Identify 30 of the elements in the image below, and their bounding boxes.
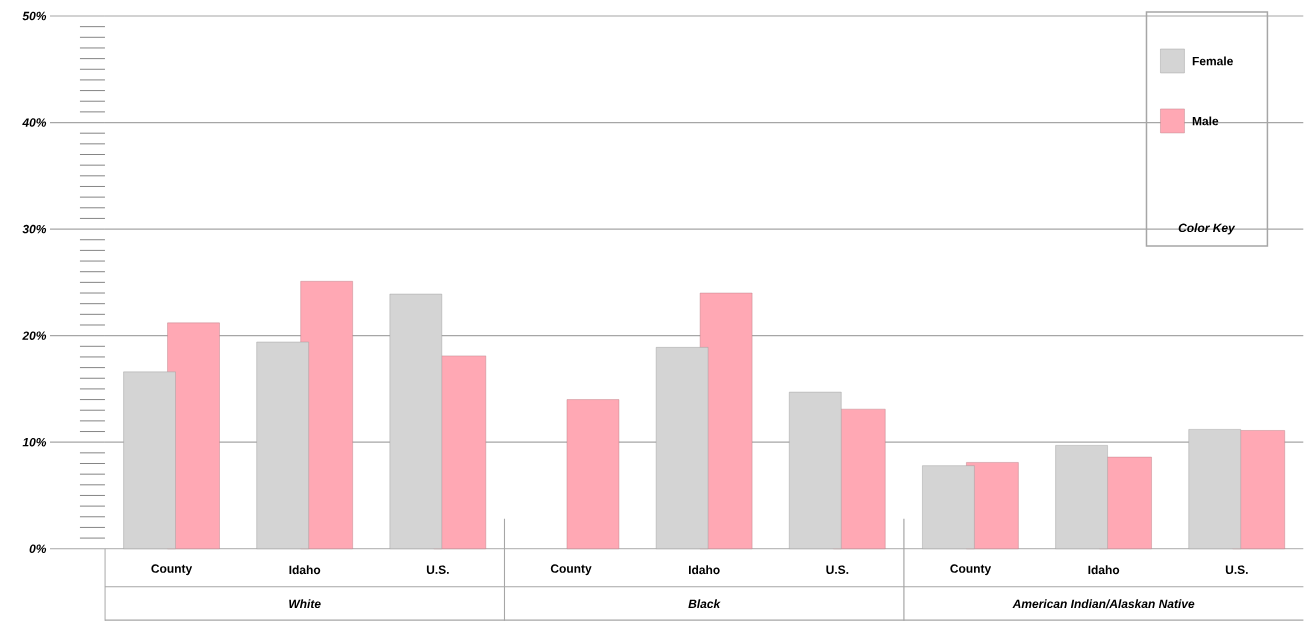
legend-title: Color Key [1178,223,1236,235]
y-tick-label: 10% [22,437,47,447]
x-tick-label: Idaho [688,565,720,574]
bar [1188,429,1241,549]
bar [566,399,620,549]
bar [922,465,975,549]
y-tick-label: 30% [22,224,47,234]
text: American Indian/Alaskan Native [1012,599,1195,609]
x-tick-label: County [151,564,193,576]
y-tick-label: 50% [22,11,47,21]
bar [1055,445,1108,549]
x-tick-label: Idaho [1088,565,1120,574]
legend-label: Male [1192,116,1219,126]
y-tick-label: 40% [22,118,47,127]
bar [123,371,176,549]
x-tick-label: U.S. [426,565,449,574]
x-tick-label: U.S. [826,565,849,574]
text: White [289,599,321,608]
x-tick-label: County [550,564,592,576]
bar [256,341,309,549]
bar [789,391,842,549]
y-tick-label: 20% [22,331,47,340]
bar [655,347,709,549]
x-tick-label: Idaho [289,565,321,574]
x-tick-label: U.S. [1225,565,1248,574]
y-tick-label: 0% [29,544,47,553]
legend-label: Female [1192,56,1233,66]
x-tick-label: County [950,564,992,576]
bar [389,293,443,549]
text: Black [688,599,721,608]
